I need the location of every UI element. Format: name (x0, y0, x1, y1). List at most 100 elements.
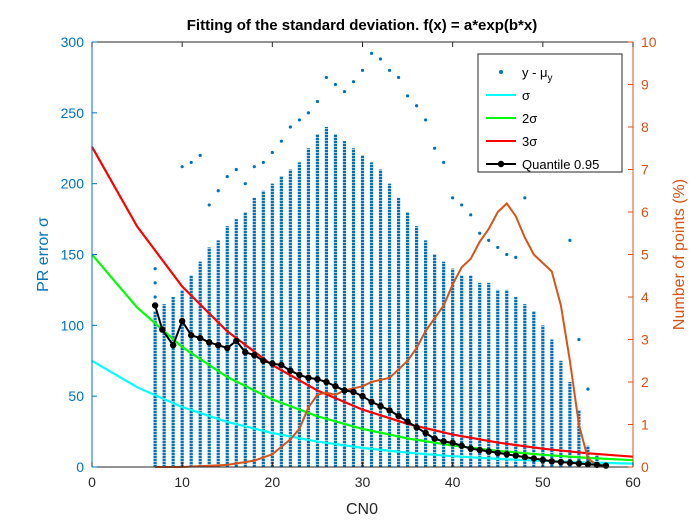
legend-label: Quantile 0.95 (522, 157, 599, 172)
scatter-point (514, 255, 518, 259)
quantile-marker (458, 442, 465, 449)
three-sigma-line (91, 146, 634, 458)
quantile-marker (566, 459, 574, 466)
x-axis-label: CN0 (346, 501, 378, 518)
legend-swatch-marker (497, 160, 505, 168)
quantile-marker (395, 412, 402, 420)
quantile-marker (467, 445, 474, 452)
quantile-marker (350, 388, 357, 396)
scatter-point (577, 337, 581, 342)
quantile-marker (557, 458, 565, 466)
scatter-point (568, 238, 572, 242)
quantile-marker (159, 326, 166, 333)
x-tick-label: 60 (625, 474, 641, 490)
scatter-point (487, 238, 491, 242)
legend-label-subscript: y (548, 73, 553, 84)
x-tick-label: 20 (265, 474, 281, 490)
quantile-marker (206, 339, 213, 346)
scatter-point (324, 75, 329, 80)
scatter-point (189, 160, 193, 165)
quantile-marker (413, 424, 420, 431)
y-tick-label-right: 4 (641, 289, 649, 305)
scatter-point (369, 51, 374, 55)
quantile-marker (187, 332, 195, 339)
x-tick-label: 30 (355, 474, 371, 490)
y-tick-label-left: 50 (68, 388, 84, 404)
scatter-point (279, 139, 283, 143)
quantile-marker (287, 367, 294, 374)
y-tick-label-left: 200 (61, 176, 85, 192)
scatter-point (586, 387, 590, 391)
scatter-point (469, 213, 473, 217)
y-tick-label-right: 5 (641, 247, 649, 263)
quantile-marker (431, 435, 438, 442)
y-tick-label-right: 3 (641, 332, 649, 348)
y-tick-label-right: 2 (641, 374, 649, 390)
y-tick-label-left: 150 (61, 247, 85, 263)
scatter-point (306, 111, 310, 115)
quantile-marker (278, 361, 285, 369)
legend-label: σ (522, 88, 530, 103)
scatter-point (378, 57, 383, 61)
quantile-marker (169, 341, 177, 349)
y-tick-label-right: 8 (641, 119, 649, 135)
quantile-series (151, 302, 610, 469)
quantile-marker (602, 462, 610, 469)
scatter-point (478, 231, 482, 235)
x-tick-label: 10 (174, 474, 190, 490)
scatter-point (523, 196, 527, 200)
quantile-marker (476, 446, 483, 454)
scatter-point (424, 118, 428, 122)
y-tick-label-right: 1 (641, 417, 649, 433)
quantile-marker (296, 371, 303, 379)
scatter-point (153, 295, 157, 299)
quantile-marker (233, 337, 240, 345)
scatter-point (496, 245, 500, 250)
x-tick-label: 0 (88, 474, 96, 490)
quantile-marker (332, 383, 339, 390)
quantile-marker (530, 455, 538, 462)
quantile-marker (485, 448, 492, 455)
quantile-marker (197, 334, 204, 342)
legend: y - μy σ 2σ 3σ Quantile 0.95 (477, 53, 623, 173)
legend-label: 2σ (522, 111, 537, 126)
quantile-marker (512, 452, 519, 459)
scatter-point (252, 165, 256, 169)
scatter-point (442, 160, 446, 165)
quantile-marker (449, 439, 456, 447)
quantile-marker (242, 349, 249, 356)
quantile-marker (323, 378, 330, 386)
tick-labels: 0 10 20 30 40 50 60050100150200250300012345678… (61, 34, 657, 490)
scatter-point (207, 203, 211, 207)
scatter-point (315, 99, 320, 104)
scatter-point (153, 267, 157, 271)
quantile-marker (178, 317, 186, 325)
y-tick-label-left: 100 (61, 317, 85, 333)
scatter-point (360, 68, 365, 72)
scatter-point (297, 118, 301, 122)
scatter-point (415, 104, 419, 108)
chart-title: Fitting of the standard deviation. f(x) … (187, 17, 537, 34)
scatter-point (288, 125, 292, 129)
legend-label: 3σ (522, 134, 537, 149)
quantile-marker (305, 374, 312, 381)
scatter-point (216, 189, 220, 193)
quantile-marker (269, 360, 276, 367)
quantile-marker (494, 449, 501, 457)
quantile-marker (341, 387, 348, 394)
y-tick-label-right: 6 (641, 204, 649, 220)
scatter-point (180, 165, 184, 169)
percent-line (155, 201, 607, 468)
quantile-marker (548, 458, 556, 465)
scatter-point (243, 182, 247, 186)
quantile-marker (503, 451, 510, 458)
scatter-point (333, 82, 338, 87)
quantile-marker (377, 402, 384, 410)
quantile-marker (151, 302, 159, 309)
y-tick-label-right: 9 (641, 77, 649, 93)
scatter-point (351, 80, 356, 84)
quantile-marker (314, 375, 321, 383)
quantile-marker (539, 456, 547, 464)
legend-swatch-scatter (499, 70, 503, 74)
